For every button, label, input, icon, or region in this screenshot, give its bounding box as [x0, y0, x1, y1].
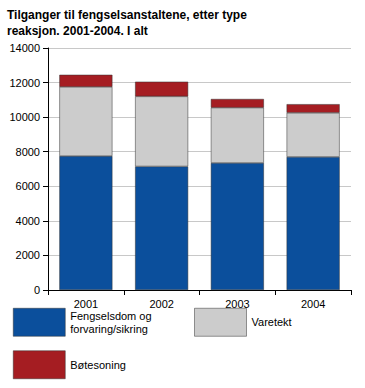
svg-text:Varetekt: Varetekt: [252, 316, 292, 328]
svg-text:6000: 6000: [16, 180, 40, 192]
svg-text:2001: 2001: [74, 298, 98, 310]
svg-text:8000: 8000: [16, 146, 40, 158]
svg-text:forvaring/sikring: forvaring/sikring: [70, 323, 148, 335]
svg-text:reaksjon. 2001-2004. I alt: reaksjon. 2001-2004. I alt: [7, 24, 148, 38]
svg-text:12000: 12000: [9, 77, 40, 89]
svg-text:Bøtesoning: Bøtesoning: [70, 359, 126, 371]
svg-text:14000: 14000: [9, 42, 40, 54]
svg-text:10000: 10000: [9, 111, 40, 123]
svg-text:Tilganger til fengselsanstalte: Tilganger til fengselsanstaltene, etter …: [7, 8, 250, 22]
svg-text:2004: 2004: [301, 298, 325, 310]
svg-text:2002: 2002: [149, 298, 173, 310]
svg-text:Fengselsdom og: Fengselsdom og: [70, 310, 154, 322]
svg-text:2000: 2000: [16, 249, 40, 261]
svg-text:2003: 2003: [225, 298, 249, 310]
svg-text:0: 0: [34, 284, 40, 296]
svg-text:4000: 4000: [16, 215, 40, 227]
